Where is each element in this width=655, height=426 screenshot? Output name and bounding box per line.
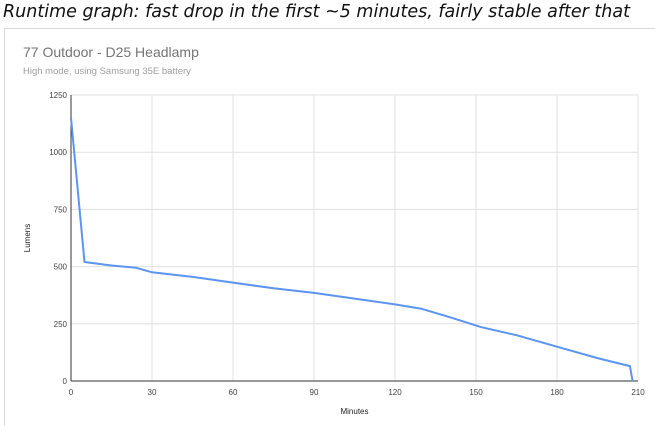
tick-labels: 0 250 500 750 1000 1250 0 30 60 90 120 150 180 210 — [49, 91, 645, 397]
y-tick-label: 1000 — [49, 148, 67, 157]
caption: Runtime graph: fast drop in the first ~5… — [3, 2, 630, 22]
x-tick-label: 90 — [310, 388, 319, 397]
x-tick-label: 180 — [550, 388, 564, 397]
chart-title: 77 Outdoor - D25 Headlamp — [23, 44, 199, 60]
axes — [70, 95, 638, 382]
x-tick-label: 210 — [631, 388, 645, 397]
y-tick-label: 0 — [63, 377, 68, 386]
x-tick-label: 120 — [388, 388, 402, 397]
x-tick-label: 30 — [148, 388, 157, 397]
y-axis-title: Lumens — [23, 224, 32, 252]
y-tick-label: 250 — [54, 320, 68, 329]
x-tick-label: 150 — [469, 388, 483, 397]
grid — [70, 94, 639, 382]
x-tick-label: 0 — [69, 388, 74, 397]
chart-card — [4, 28, 655, 426]
y-tick-label: 750 — [54, 205, 68, 214]
y-tick-label: 500 — [54, 263, 68, 272]
series — [70, 117, 634, 382]
series-line — [70, 117, 634, 382]
x-axis-title: Minutes — [340, 407, 368, 416]
x-tick-label: 60 — [229, 388, 238, 397]
y-tick-label: 1250 — [49, 91, 67, 100]
chart-subtitle: High mode, using Samsung 35E battery — [23, 66, 191, 77]
